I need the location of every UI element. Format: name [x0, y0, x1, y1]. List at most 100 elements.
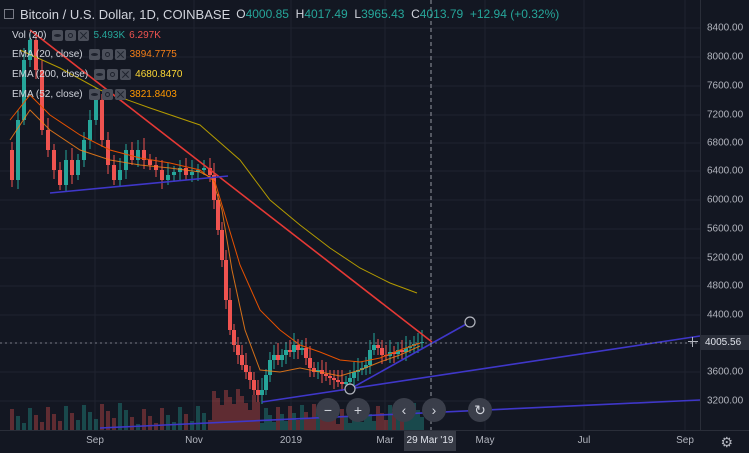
- indicator-ema-200[interactable]: EMA (200, close) 4680.8470: [12, 68, 183, 80]
- candle-body: [232, 330, 236, 345]
- scroll-forward-button[interactable]: ›: [422, 398, 446, 422]
- volume-bar: [46, 407, 50, 430]
- volume-bar: [316, 411, 320, 430]
- eye-icon[interactable]: [88, 88, 100, 100]
- candle-body: [228, 300, 232, 330]
- volume-bar: [408, 418, 412, 430]
- downtrend-line-red[interactable]: [29, 29, 433, 343]
- indicator-ema-20[interactable]: EMA (20, close) 3894.7775: [12, 48, 177, 60]
- time-tick: Sep: [676, 435, 694, 446]
- time-axis[interactable]: Sep Nov 2019 Mar May Jul Sep 29 Mar '19 …: [0, 430, 749, 453]
- volume-bar: [202, 413, 206, 430]
- volume-bar: [76, 420, 80, 430]
- candle-body: [178, 168, 182, 172]
- price-chart-canvas[interactable]: [0, 0, 700, 430]
- eye-icon[interactable]: [94, 68, 106, 80]
- candle-body: [332, 378, 336, 380]
- volume-bar: [252, 395, 256, 430]
- candle-body: [304, 348, 308, 358]
- candle-body: [316, 370, 320, 372]
- time-tick: Jul: [577, 435, 591, 446]
- candle-body: [142, 150, 146, 160]
- volume-bar: [220, 405, 224, 430]
- collapse-legend-icon[interactable]: [4, 9, 14, 19]
- close-icon[interactable]: [78, 29, 90, 41]
- candle-body: [88, 120, 92, 140]
- volume-bar: [332, 417, 336, 430]
- gear-icon[interactable]: [65, 29, 77, 41]
- price-tick: 3200.00: [707, 395, 744, 407]
- candle-body: [40, 70, 44, 130]
- close-icon[interactable]: [120, 68, 132, 80]
- candle-body: [94, 100, 98, 120]
- add-price-alert-icon[interactable]: [688, 337, 698, 347]
- zoom-in-button[interactable]: +: [346, 398, 370, 422]
- price-tick: 6800.00: [707, 137, 744, 149]
- price-tick: 7200.00: [707, 109, 744, 121]
- candle-body: [124, 150, 128, 170]
- candle-body: [276, 355, 280, 360]
- candle-body: [312, 368, 316, 372]
- gear-icon[interactable]: [101, 88, 113, 100]
- candle-body: [348, 378, 352, 382]
- gear-icon[interactable]: ⚙: [720, 434, 733, 450]
- volume-bar: [22, 423, 26, 430]
- volume-bar: [228, 397, 232, 430]
- volume-bar: [384, 420, 388, 430]
- ema-52-line: [9, 94, 421, 363]
- trend-line-blue-upper[interactable]: [49, 175, 229, 194]
- volume-bar: [284, 421, 288, 430]
- candle-body: [224, 260, 228, 300]
- volume-bar: [288, 406, 292, 430]
- candle-body: [376, 345, 380, 348]
- close-icon[interactable]: [114, 48, 126, 60]
- ema-200-line: [19, 49, 418, 294]
- zoom-out-button[interactable]: −: [316, 398, 340, 422]
- drawing-handle-end[interactable]: [464, 316, 476, 328]
- close-icon[interactable]: [114, 88, 126, 100]
- drawing-handle-start[interactable]: [344, 383, 356, 395]
- price-tick: 6000.00: [707, 194, 744, 206]
- trend-line-blue-drawing[interactable]: [349, 321, 471, 390]
- candle-body: [130, 150, 134, 160]
- candle-body: [252, 380, 256, 390]
- trend-line-blue-support[interactable]: [261, 335, 700, 403]
- candle-body: [136, 150, 140, 160]
- volume-bar: [348, 423, 352, 430]
- volume-bar: [372, 421, 376, 430]
- candle-body: [396, 350, 400, 354]
- crosshair-time-label: 29 Mar '19: [404, 431, 456, 451]
- candle-body: [16, 120, 20, 180]
- volume-bar: [368, 414, 372, 430]
- time-tick: 2019: [279, 435, 303, 446]
- volume-bar: [10, 409, 14, 430]
- time-tick: May: [475, 435, 495, 446]
- gear-icon[interactable]: [101, 48, 113, 60]
- time-tick: Nov: [185, 435, 203, 446]
- volume-bar: [106, 411, 110, 430]
- volume-bar: [70, 413, 74, 430]
- candle-body: [364, 365, 368, 368]
- scroll-back-button[interactable]: ‹: [392, 398, 416, 422]
- gear-icon[interactable]: [107, 68, 119, 80]
- indicator-ema-52[interactable]: EMA (52, close) 3821.8403: [12, 88, 177, 100]
- volume-bar: [178, 407, 182, 430]
- volume-bar: [130, 417, 134, 430]
- volume-bar: [16, 416, 20, 430]
- volume-bar: [244, 403, 248, 430]
- price-change: +12.94 (+0.32%): [469, 7, 560, 21]
- volume-bar: [240, 396, 244, 430]
- eye-icon[interactable]: [88, 48, 100, 60]
- reset-chart-button[interactable]: ↻: [468, 398, 492, 422]
- price-axis[interactable]: 8400.00 8000.00 7600.00 7200.00 6800.00 …: [700, 0, 749, 430]
- candle-body: [184, 168, 188, 175]
- candle-body: [208, 168, 212, 175]
- indicator-vol[interactable]: Vol (20) 5.493K 6.297K: [12, 29, 161, 41]
- symbol-title[interactable]: Bitcoin / U.S. Dollar, 1D, COINBASE: [20, 6, 231, 22]
- volume-bar: [376, 406, 380, 430]
- candle-body: [82, 140, 86, 160]
- candle-body: [380, 348, 384, 355]
- candle-body: [324, 374, 328, 376]
- volume-bar: [416, 410, 420, 430]
- eye-icon[interactable]: [52, 29, 64, 41]
